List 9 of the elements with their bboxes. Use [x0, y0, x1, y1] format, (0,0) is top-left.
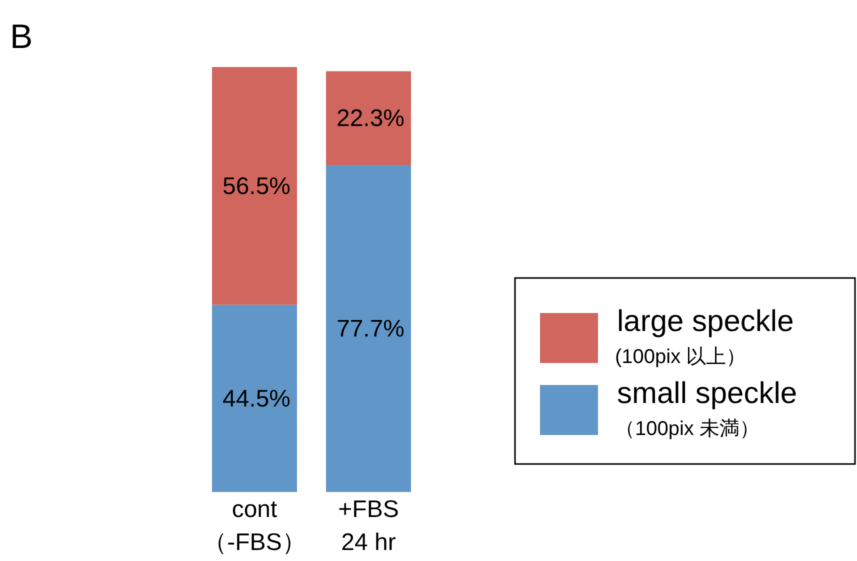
legend-label: large speckle (100pix 以上）: [615, 305, 794, 368]
data-label: 22.3%: [336, 105, 405, 132]
data-label: 77.7%: [336, 316, 405, 343]
x-tick-label: +FBS 24 hr: [338, 496, 399, 556]
title: B: [10, 18, 33, 56]
legend-label: small speckle （100pix 未満）: [615, 377, 798, 440]
data-label: 56.5%: [222, 172, 291, 200]
x-tick-label: cont （-FBS）: [203, 496, 306, 556]
data-label: 44.5%: [222, 385, 291, 412]
